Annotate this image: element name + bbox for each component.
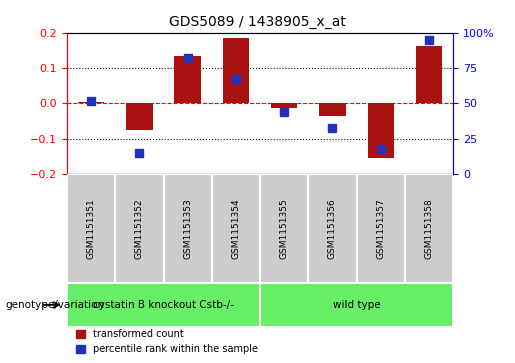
Point (232, 77, 240, 82)
Bar (78, 102, 105, 103)
Bar (175, 56, 201, 103)
Bar (319, 103, 346, 116)
Bar (308, 174, 356, 283)
Text: GSM1151357: GSM1151357 (376, 198, 385, 259)
Point (183, 55, 192, 61)
Bar (271, 103, 298, 108)
Bar (405, 174, 453, 283)
Point (376, 146, 385, 152)
Bar (115, 174, 163, 283)
Text: cystatin B knockout Cstb-/-: cystatin B knockout Cstb-/- (93, 300, 234, 310)
Point (280, 109, 288, 115)
Text: GSM1151354: GSM1151354 (231, 198, 241, 259)
Text: GSM1151353: GSM1151353 (183, 198, 192, 259)
Text: wild type: wild type (333, 300, 381, 310)
Bar (368, 103, 394, 158)
Bar (260, 174, 308, 283)
Point (135, 150, 144, 156)
Legend: transformed count, percentile rank within the sample: transformed count, percentile rank withi… (72, 326, 262, 358)
Bar (163, 174, 212, 283)
Bar (212, 174, 260, 283)
Text: GSM1151358: GSM1151358 (424, 198, 434, 259)
Point (329, 125, 337, 130)
Point (425, 37, 433, 43)
Bar (67, 283, 260, 327)
Text: GDS5089 / 1438905_x_at: GDS5089 / 1438905_x_at (169, 15, 346, 29)
Text: GSM1151355: GSM1151355 (280, 198, 289, 259)
Bar (222, 38, 249, 103)
Bar (416, 46, 442, 103)
Point (87, 98, 95, 103)
Bar (126, 103, 152, 130)
Bar (356, 174, 405, 283)
Text: GSM1151352: GSM1151352 (135, 198, 144, 259)
Text: GSM1151351: GSM1151351 (87, 198, 96, 259)
Text: genotype/variation: genotype/variation (5, 300, 104, 310)
Bar (260, 283, 453, 327)
Bar (67, 174, 115, 283)
Text: GSM1151356: GSM1151356 (328, 198, 337, 259)
